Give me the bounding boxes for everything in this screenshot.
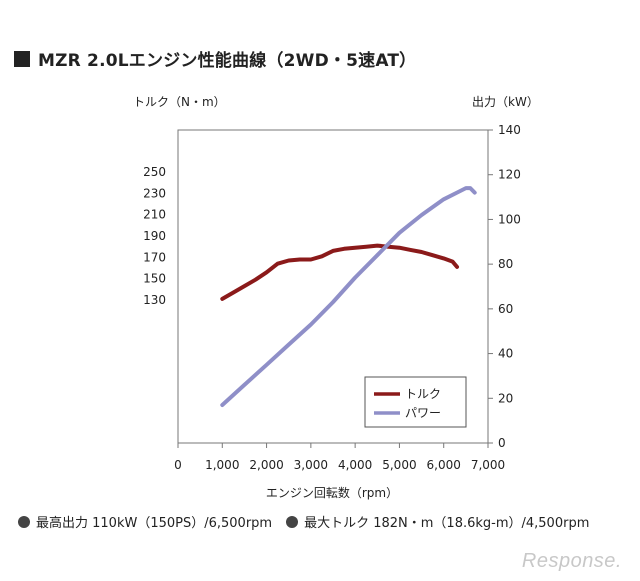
x-tick-label: 3,000 xyxy=(294,458,328,472)
title-row: MZR 2.0Lエンジン性能曲線（2WD・5速AT） xyxy=(14,46,416,71)
x-tick-label: 6,000 xyxy=(427,458,461,472)
plot-frame xyxy=(177,129,489,444)
y-right-tick-label: 40 xyxy=(498,347,513,361)
x-axis: 0 1,000 2,000 3,000 4,000 5,000 6,000 7,000 xyxy=(174,443,505,472)
bullet-icon xyxy=(286,515,299,528)
legend-label-power: パワー xyxy=(405,406,441,420)
y-axis-left-label: トルク（N・m） xyxy=(133,95,226,109)
y-right-tick-label: 0 xyxy=(498,436,506,450)
y-axis-right: 0 20 40 60 80 100 120 140 xyxy=(488,123,521,450)
y-left-tick-label: 130 xyxy=(143,293,166,307)
bullet-icon xyxy=(18,515,30,528)
max-torque-spec: 最大トルク 182N・m（18.6kg-m）/4,500rpm xyxy=(304,516,590,531)
y-right-tick-label: 140 xyxy=(498,123,521,137)
y-left-tick-label: 170 xyxy=(143,250,166,264)
y-right-tick-label: 20 xyxy=(498,391,513,405)
x-tick-label: 5,000 xyxy=(382,458,416,472)
title-square-icon xyxy=(14,50,30,67)
x-tick-label: 1,000 xyxy=(205,458,239,472)
y-axis-right-label: 出力（kW） xyxy=(472,95,539,109)
y-right-tick-label: 60 xyxy=(498,302,513,316)
watermark-logo: Response. xyxy=(521,550,622,572)
legend: トルク パワー xyxy=(364,376,467,428)
spec-footer: 最高出力 110kW（150PS）/6,500rpm 最大トルク 182N・m（… xyxy=(18,512,603,531)
y-axis-left: 130 150 170 190 210 230 250 xyxy=(143,165,166,307)
legend-box xyxy=(364,376,467,428)
y-left-tick-label: 150 xyxy=(143,272,166,286)
y-right-tick-label: 80 xyxy=(498,257,513,271)
power-line xyxy=(220,186,477,407)
y-left-tick-label: 230 xyxy=(143,186,166,200)
x-axis-label: エンジン回転数（rpm） xyxy=(266,485,398,500)
y-right-tick-label: 120 xyxy=(498,168,521,182)
x-tick-label: 0 xyxy=(174,458,182,472)
series-lines xyxy=(220,186,477,407)
x-tick-label: 4,000 xyxy=(338,458,372,472)
x-tick-label: 2,000 xyxy=(249,458,283,472)
x-tick-label: 7,000 xyxy=(471,458,505,472)
legend-label-torque: トルク xyxy=(405,387,441,401)
y-right-tick-label: 100 xyxy=(498,212,521,226)
y-left-tick-label: 190 xyxy=(143,229,166,243)
max-power-spec: 最高出力 110kW（150PS）/6,500rpm xyxy=(36,516,273,531)
y-left-tick-label: 250 xyxy=(143,165,166,179)
y-left-tick-label: 210 xyxy=(143,208,166,222)
torque-line xyxy=(220,243,459,301)
chart-title: MZR 2.0Lエンジン性能曲線（2WD・5速AT） xyxy=(38,51,417,71)
